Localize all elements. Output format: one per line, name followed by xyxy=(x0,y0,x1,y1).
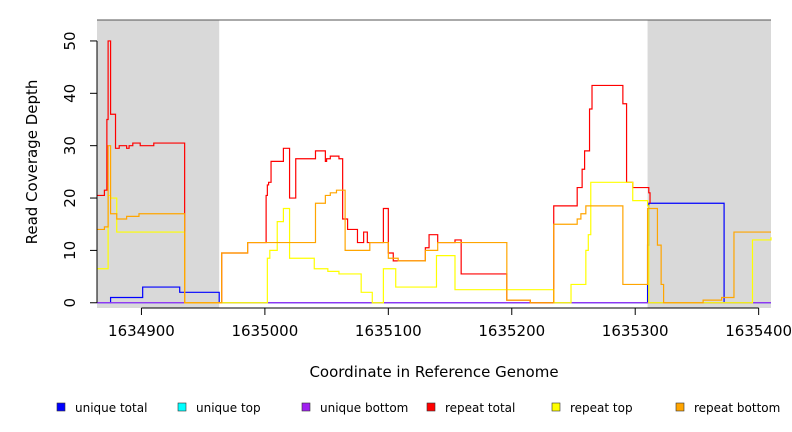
y-tick-label: 0 xyxy=(61,298,79,308)
x-axis: 1634900 1635000 1635100 1635200 1635300 16354… xyxy=(108,307,792,340)
series-repeat-bottom xyxy=(97,145,771,304)
legend-swatch xyxy=(56,402,66,412)
shaded-region-2 xyxy=(647,20,771,308)
legend-item-repeat-bottom: repeat bottom xyxy=(675,401,780,415)
legend-label: repeat bottom xyxy=(694,401,780,415)
series-repeat-top xyxy=(97,181,772,304)
legend-swatch xyxy=(426,402,436,412)
x-axis-label: Coordinate in Reference Genome xyxy=(309,363,558,381)
y-axis: 0 10 20 30 40 50 xyxy=(61,31,98,308)
legend-item-unique-top: unique top xyxy=(177,401,261,415)
y-tick-label: 20 xyxy=(61,188,79,207)
x-tick-label: 1635300 xyxy=(602,322,669,340)
legend-label: unique top xyxy=(196,401,261,415)
legend-item-unique-bottom: unique bottom xyxy=(301,401,408,415)
legend-swatch xyxy=(675,402,685,412)
x-tick-label: 1635000 xyxy=(231,322,298,340)
shaded-region-1 xyxy=(97,20,220,308)
legend-item-repeat-total: repeat total xyxy=(426,401,515,415)
excluded-regions xyxy=(97,20,771,308)
legend-item-repeat-top: repeat top xyxy=(551,401,633,415)
x-tick-label: 1635200 xyxy=(478,322,545,340)
legend-swatch xyxy=(301,402,311,412)
y-axis-label: Read Coverage Depth xyxy=(23,80,41,245)
legend-label: repeat top xyxy=(570,401,633,415)
y-tick-label: 10 xyxy=(61,241,79,260)
x-tick-label: 1634900 xyxy=(108,322,175,340)
legend-swatch xyxy=(177,402,187,412)
series-layer xyxy=(97,40,772,304)
legend-label: unique total xyxy=(75,401,147,415)
x-tick-label: 1635100 xyxy=(355,322,422,340)
legend-item-unique-total: unique total xyxy=(56,401,147,415)
x-tick-label: 1635400 xyxy=(725,322,792,340)
y-tick-label: 50 xyxy=(61,31,79,50)
y-tick-label: 40 xyxy=(61,84,79,103)
legend-label: repeat total xyxy=(445,401,515,415)
y-tick-label: 30 xyxy=(61,136,79,155)
legend: unique total unique top unique bottom repea… xyxy=(56,401,780,415)
legend-label: unique bottom xyxy=(320,401,408,415)
legend-swatch xyxy=(551,402,561,412)
